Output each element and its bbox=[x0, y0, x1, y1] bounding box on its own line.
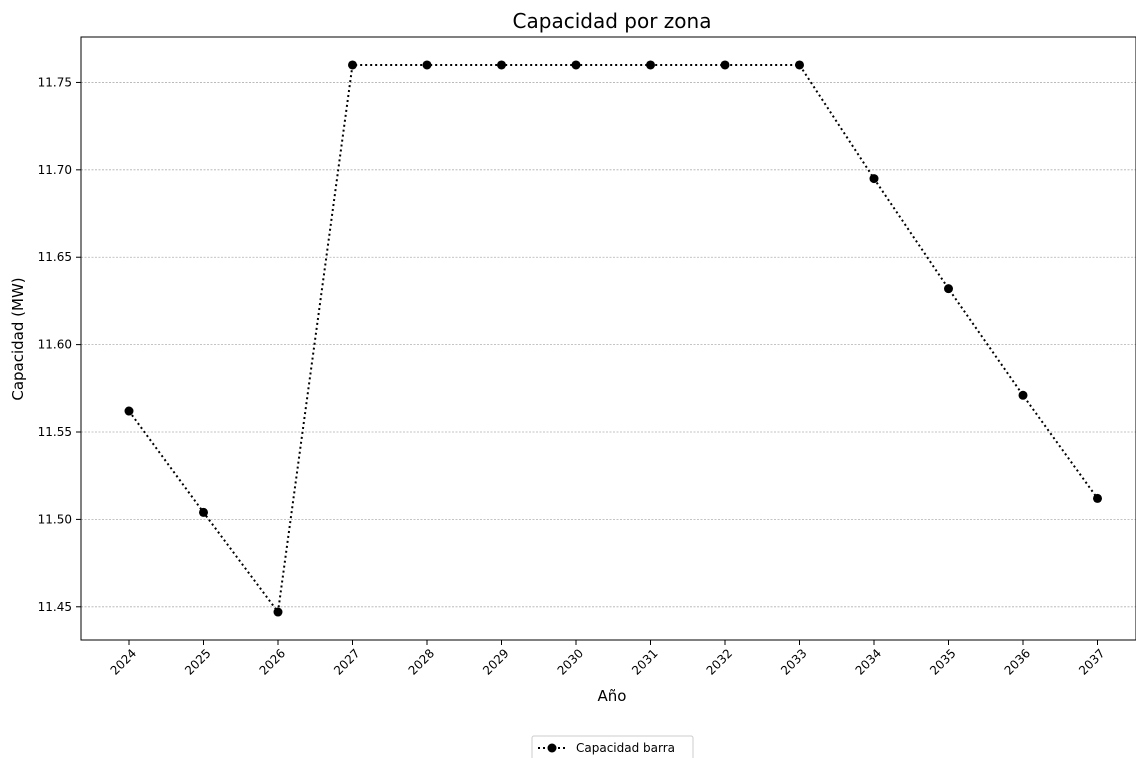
series-line bbox=[128, 63, 1099, 615]
data-point bbox=[124, 406, 134, 416]
data-point bbox=[944, 284, 953, 294]
chart-title: Capacidad por zona bbox=[513, 9, 712, 33]
x-tick-label: 2034 bbox=[853, 646, 884, 677]
x-tick-label: 2025 bbox=[182, 646, 213, 677]
data-point bbox=[422, 60, 432, 70]
x-tick-label: 2024 bbox=[108, 646, 139, 677]
y-tick-label: 11.65 bbox=[38, 250, 72, 264]
legend-frame bbox=[531, 735, 694, 758]
plot-area-frame bbox=[80, 36, 1136, 641]
x-tick-label: 2032 bbox=[704, 646, 735, 677]
y-tick-label: 11.60 bbox=[38, 338, 72, 352]
x-axis: 2024 2025 2026 2027 2028 2029 2030 2031 2032 2033… bbox=[108, 640, 1108, 678]
series-group bbox=[124, 60, 1102, 617]
y-tick-label: 11.50 bbox=[38, 512, 72, 526]
y-axis: 11.45 11.50 11.55 11.60 11.65 11.70 11.75 bbox=[38, 75, 81, 614]
y-axis-label: Capacidad (MW) bbox=[9, 277, 27, 400]
data-point bbox=[348, 60, 357, 70]
y-tick-label: 11.45 bbox=[38, 600, 72, 614]
x-tick-label: 2029 bbox=[480, 646, 511, 677]
data-point bbox=[1093, 493, 1102, 503]
data-point bbox=[646, 60, 655, 70]
x-tick-label: 2036 bbox=[1002, 646, 1033, 677]
x-tick-label: 2026 bbox=[257, 646, 288, 677]
legend-label: Capacidad barra bbox=[576, 741, 675, 755]
data-point bbox=[869, 174, 879, 184]
y-tick-label: 11.75 bbox=[38, 75, 72, 89]
x-tick-label: 2028 bbox=[406, 646, 437, 677]
legend: Capacidad barra bbox=[531, 735, 694, 758]
data-point bbox=[571, 60, 581, 70]
data-point bbox=[720, 60, 730, 70]
data-point bbox=[497, 60, 506, 70]
x-tick-label: 2033 bbox=[778, 646, 809, 677]
gridlines bbox=[81, 82, 1136, 608]
x-tick-label: 2031 bbox=[629, 646, 660, 677]
data-point bbox=[1018, 390, 1028, 400]
legend-marker-sample bbox=[547, 743, 557, 753]
x-axis-label: Año bbox=[598, 687, 627, 705]
data-point bbox=[273, 607, 283, 617]
y-tick-label: 11.70 bbox=[38, 163, 72, 177]
data-point bbox=[199, 507, 208, 517]
x-tick-label: 2035 bbox=[927, 646, 958, 677]
x-tick-label: 2027 bbox=[331, 646, 362, 677]
x-tick-label: 2030 bbox=[555, 646, 586, 677]
x-tick-label: 2037 bbox=[1076, 646, 1107, 677]
data-point bbox=[795, 60, 804, 70]
y-tick-label: 11.55 bbox=[38, 425, 72, 439]
